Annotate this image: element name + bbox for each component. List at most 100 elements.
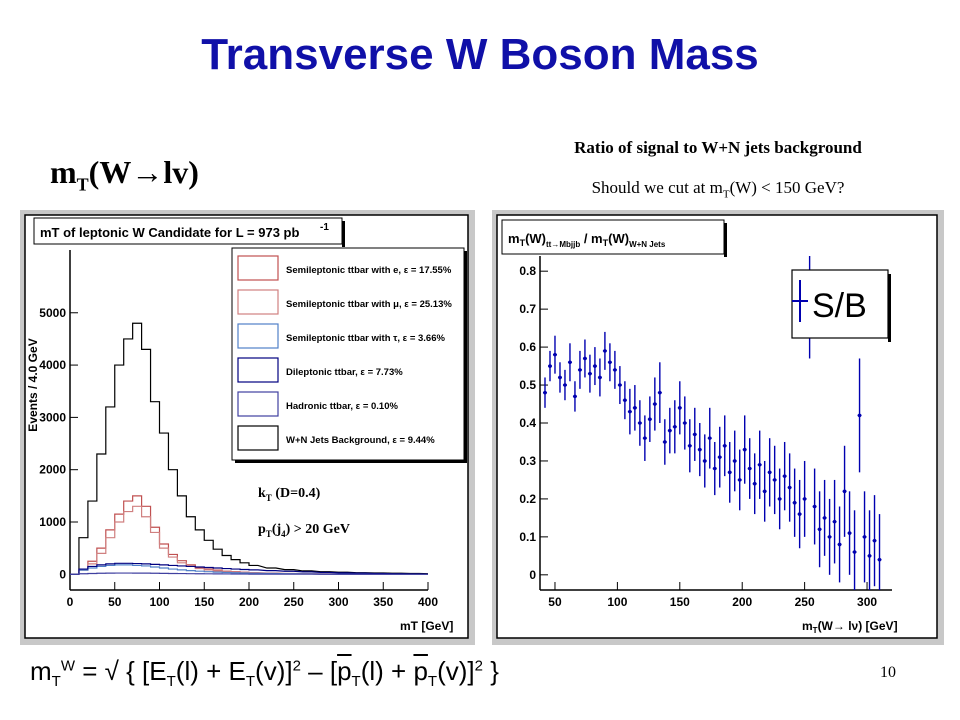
cut-question: Should we cut at mT(W) < 150 GeV? bbox=[488, 178, 948, 200]
data-point bbox=[777, 497, 782, 501]
data-point bbox=[862, 535, 867, 539]
data-point bbox=[618, 383, 622, 387]
data-point bbox=[852, 550, 857, 554]
f-p5: – [ bbox=[300, 656, 338, 686]
ratio-title-box bbox=[501, 219, 725, 255]
y-tick-label: 2000 bbox=[39, 463, 66, 477]
pt-annotation: pT(j4) > 20 GeV bbox=[258, 522, 350, 539]
mt-histogram-chart: mT of leptonic W Candidate for L = 973 p… bbox=[20, 210, 475, 645]
data-point bbox=[648, 417, 652, 422]
ratio-title: mT(W)tt→Mbjjb / mT(W)W+N Jets bbox=[508, 231, 666, 249]
ratio-x-axis-label: mT(W→ lν) [GeV] bbox=[802, 619, 898, 635]
data-point bbox=[702, 459, 707, 463]
sb-legend-shadow bbox=[888, 274, 891, 342]
data-point bbox=[877, 557, 882, 562]
cut-question-pre: Should we cut at m bbox=[591, 178, 723, 197]
data-point bbox=[842, 489, 847, 494]
f-p7: (l) + bbox=[360, 656, 414, 686]
pt-pre: p bbox=[258, 522, 266, 537]
f-p10: } bbox=[482, 656, 499, 686]
data-point bbox=[573, 394, 577, 399]
legend-entry: W+N Jets Background, ε = 9.44% bbox=[286, 435, 435, 446]
f-p3: (l) + E bbox=[175, 656, 246, 686]
data-point bbox=[827, 535, 832, 539]
data-point bbox=[643, 436, 647, 440]
data-point bbox=[712, 466, 717, 471]
data-point bbox=[553, 352, 557, 357]
x-tick-label: 350 bbox=[373, 595, 393, 609]
f-s8: T bbox=[427, 673, 438, 691]
data-point bbox=[663, 440, 667, 444]
legend-entry: Semileptonic ttbar with τ, ε = 3.66% bbox=[286, 333, 445, 344]
data-point bbox=[678, 406, 682, 410]
data-point bbox=[752, 481, 757, 486]
f-p6: p bbox=[337, 656, 352, 686]
histogram-series-0 bbox=[70, 322, 429, 575]
mt-formula: mTW = √ { [ET(l) + ET(v)]2 – [pT(l) + pT… bbox=[30, 656, 499, 690]
ratio-y-tick-label: 0 bbox=[529, 568, 536, 582]
kt-post: (D=0.4) bbox=[271, 486, 321, 501]
legend-entry: Semileptonic ttbar with e, ε = 17.55% bbox=[286, 265, 452, 276]
data-point bbox=[687, 443, 692, 448]
data-point bbox=[762, 489, 767, 494]
y-tick-label: 5000 bbox=[39, 306, 66, 320]
chart-title-box bbox=[33, 217, 343, 245]
heading-sub: T bbox=[76, 174, 89, 195]
data-point bbox=[658, 390, 662, 395]
kt-annotation: kT (D=0.4) bbox=[258, 486, 320, 503]
pt-sub: T bbox=[265, 528, 272, 539]
histogram-series-4 bbox=[70, 562, 429, 575]
data-point bbox=[727, 470, 732, 475]
ratio-y-tick-label: 0.6 bbox=[519, 340, 536, 354]
f-s2: T bbox=[166, 673, 176, 691]
f-p9: (v)] bbox=[437, 656, 475, 686]
x-tick-label: 0 bbox=[67, 595, 74, 609]
data-point bbox=[673, 424, 677, 429]
pt-mid: (j bbox=[271, 522, 282, 537]
x-tick-label: 250 bbox=[284, 595, 304, 609]
data-point bbox=[682, 421, 687, 425]
data-point bbox=[832, 519, 837, 524]
ratio-y-tick-label: 0.1 bbox=[519, 530, 536, 544]
data-point bbox=[772, 478, 777, 482]
chart-title: mT of leptonic W Candidate for L = 973 p… bbox=[40, 225, 299, 240]
data-point bbox=[578, 368, 582, 372]
legend-swatch bbox=[237, 255, 279, 281]
y-tick-label: 3000 bbox=[39, 410, 66, 424]
ratio-x-tick-label: 200 bbox=[732, 595, 752, 609]
ratio-x-tick-label: 50 bbox=[548, 595, 562, 609]
f-p4: (v)] bbox=[255, 656, 293, 686]
data-point bbox=[812, 504, 817, 509]
f-sup2: 2 bbox=[292, 657, 301, 675]
x-axis-label: mT [GeV] bbox=[400, 619, 453, 633]
data-point bbox=[822, 516, 827, 520]
cut-question-post: (W) < 150 GeV? bbox=[729, 178, 845, 197]
data-point bbox=[563, 383, 567, 387]
legend-swatch bbox=[237, 323, 279, 349]
sb-legend-box bbox=[791, 269, 889, 339]
ratio-title-shadow bbox=[724, 223, 727, 257]
legend-swatch bbox=[237, 357, 279, 383]
data-point bbox=[767, 470, 772, 475]
y-tick-label: 4000 bbox=[39, 358, 66, 372]
data-point bbox=[847, 531, 852, 535]
x-tick-label: 100 bbox=[149, 595, 169, 609]
data-point bbox=[603, 349, 607, 353]
data-point bbox=[633, 406, 637, 410]
legend-swatch bbox=[237, 391, 279, 417]
data-point bbox=[717, 455, 722, 459]
data-point bbox=[543, 390, 547, 395]
data-point bbox=[598, 375, 602, 380]
f-sup1: W bbox=[60, 657, 76, 675]
data-point bbox=[608, 360, 612, 365]
chart-title-shadow bbox=[342, 221, 345, 247]
data-point bbox=[707, 436, 712, 440]
data-point bbox=[802, 497, 807, 501]
data-point bbox=[638, 421, 642, 425]
data-point bbox=[837, 542, 842, 547]
data-point bbox=[872, 538, 877, 543]
data-point bbox=[628, 409, 632, 414]
legend-box bbox=[231, 247, 465, 461]
ratio-y-tick-label: 0.4 bbox=[519, 416, 536, 430]
data-point bbox=[653, 402, 657, 406]
